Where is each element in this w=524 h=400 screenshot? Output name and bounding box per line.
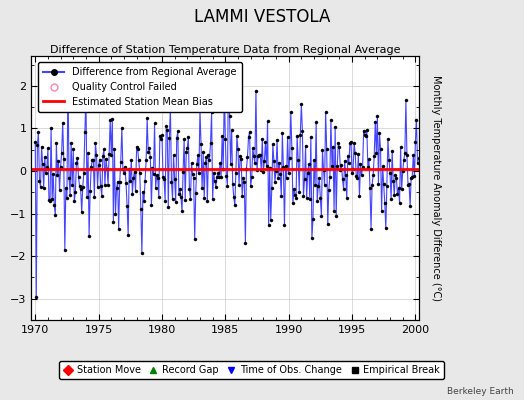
Y-axis label: Monthly Temperature Anomaly Difference (°C): Monthly Temperature Anomaly Difference (…	[431, 75, 441, 301]
Text: LAMMI VESTOLA: LAMMI VESTOLA	[194, 8, 330, 26]
Text: Berkeley Earth: Berkeley Earth	[447, 387, 514, 396]
Title: Difference of Station Temperature Data from Regional Average: Difference of Station Temperature Data f…	[50, 45, 400, 55]
Legend: Station Move, Record Gap, Time of Obs. Change, Empirical Break: Station Move, Record Gap, Time of Obs. C…	[59, 361, 444, 379]
Legend: Difference from Regional Average, Quality Control Failed, Estimated Station Mean: Difference from Regional Average, Qualit…	[38, 62, 242, 112]
